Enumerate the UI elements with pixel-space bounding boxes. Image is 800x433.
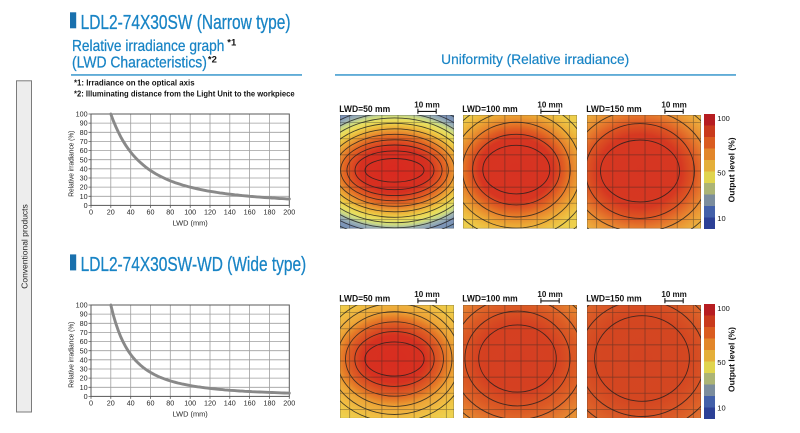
svg-text:100: 100 [717,114,730,123]
svg-text:LWD=50 mm: LWD=50 mm [339,293,390,304]
svg-text:100: 100 [184,208,196,217]
svg-text:60: 60 [147,398,155,407]
svg-text:10 mm: 10 mm [537,99,563,109]
svg-text:LWD=50 mm: LWD=50 mm [339,104,390,115]
svg-text:*1: Irradiance on the optical: *1: Irradiance on the optical axis [74,79,195,88]
svg-text:160: 160 [244,208,256,217]
svg-text:LDL2-74X30SW (Narrow type): LDL2-74X30SW (Narrow type) [81,11,291,34]
svg-text:60: 60 [147,208,155,217]
svg-text:160: 160 [244,398,256,407]
svg-text:30: 30 [80,174,88,183]
svg-text:70: 70 [80,328,88,337]
svg-text:40: 40 [80,164,88,173]
svg-text:LWD=100 mm: LWD=100 mm [462,293,518,304]
svg-text:20: 20 [80,183,88,192]
svg-text:200: 200 [283,398,295,407]
svg-text:140: 140 [224,208,236,217]
svg-text:Relative irradiance (%): Relative irradiance (%) [67,131,76,197]
svg-text:50: 50 [717,169,725,178]
svg-text:Relative irradiance (%): Relative irradiance (%) [67,321,76,387]
svg-text:10: 10 [80,382,88,391]
svg-text:LWD (mm): LWD (mm) [173,409,208,418]
svg-text:180: 180 [264,208,276,217]
svg-text:40: 40 [80,355,88,364]
svg-text:30: 30 [80,364,88,373]
svg-text:60: 60 [80,146,88,155]
svg-text:140: 140 [224,398,236,407]
svg-text:LWD (mm): LWD (mm) [173,219,208,228]
svg-text:Output level (%): Output level (%) [727,137,737,202]
svg-text:0: 0 [84,201,88,210]
svg-text:10 mm: 10 mm [661,289,687,299]
svg-text:10 mm: 10 mm [537,289,563,299]
svg-text:40: 40 [127,208,135,217]
svg-text:80: 80 [166,398,174,407]
svg-text:180: 180 [264,398,276,407]
svg-text:50: 50 [80,155,88,164]
svg-text:90: 90 [80,309,88,318]
svg-text:80: 80 [80,128,88,137]
svg-text:LWD=100 mm: LWD=100 mm [462,104,518,115]
svg-text:20: 20 [107,398,115,407]
svg-text:40: 40 [127,398,135,407]
svg-text:10 mm: 10 mm [414,99,440,109]
svg-text:100: 100 [717,304,730,313]
svg-text:200: 200 [283,208,295,217]
svg-text:(LWD Characteristics): (LWD Characteristics) [72,55,207,72]
svg-text:80: 80 [166,208,174,217]
svg-text:Relative irradiance graph: Relative irradiance graph [72,38,224,55]
svg-text:80: 80 [80,318,88,327]
svg-text:10: 10 [717,403,725,412]
svg-text:Uniformity (Relative irradianc: Uniformity (Relative irradiance) [441,52,629,67]
svg-text:120: 120 [204,208,216,217]
svg-text:100: 100 [76,300,88,309]
svg-text:70: 70 [80,137,88,146]
svg-text:10: 10 [717,214,725,223]
svg-text:*2: Illuminating distance from: *2: Illuminating distance from the Light… [74,90,295,99]
svg-text:LWD=150 mm: LWD=150 mm [586,293,642,304]
svg-text:Conventional products: Conventional products [20,204,30,289]
svg-text:*1: *1 [227,38,237,49]
svg-text:120: 120 [204,398,216,407]
svg-text:100: 100 [76,110,88,119]
svg-text:10 mm: 10 mm [661,99,687,109]
svg-text:10 mm: 10 mm [414,289,440,299]
svg-text:0: 0 [89,208,93,217]
svg-text:10: 10 [80,192,88,201]
svg-text:50: 50 [80,346,88,355]
svg-text:20: 20 [80,373,88,382]
svg-text:0: 0 [89,398,93,407]
svg-text:90: 90 [80,119,88,128]
svg-text:LDL2-74X30SW-WD (Wide type): LDL2-74X30SW-WD (Wide type) [81,253,307,276]
svg-text:100: 100 [184,398,196,407]
svg-text:60: 60 [80,337,88,346]
svg-text:50: 50 [717,358,725,367]
svg-text:20: 20 [107,208,115,217]
svg-text:*2: *2 [208,54,217,65]
svg-text:Output level (%): Output level (%) [727,327,737,392]
svg-text:0: 0 [84,392,88,401]
svg-text:LWD=150 mm: LWD=150 mm [586,104,642,115]
